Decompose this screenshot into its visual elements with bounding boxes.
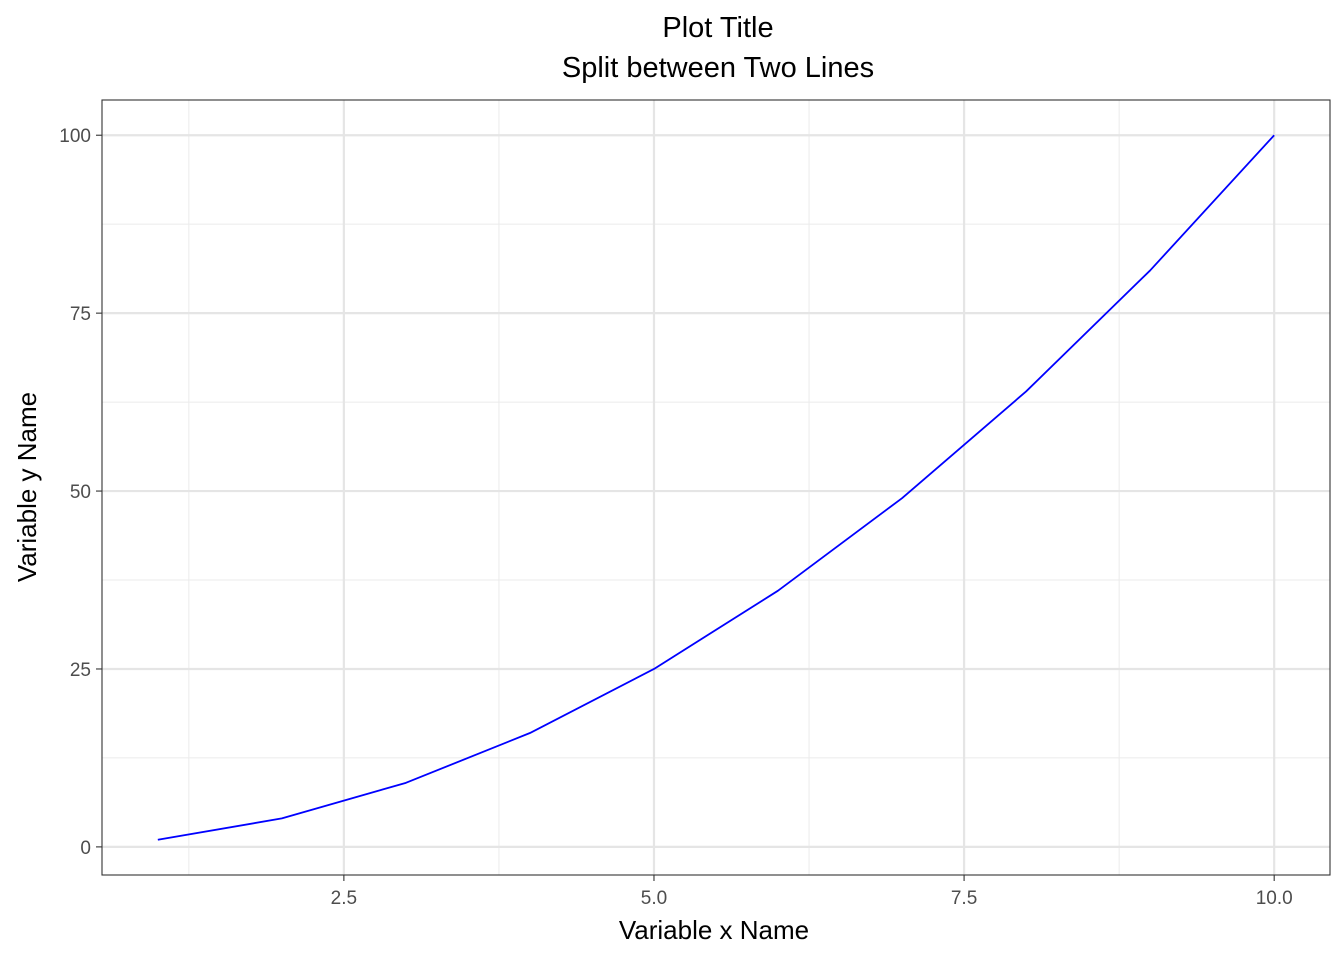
y-tick-label: 75 (70, 304, 91, 325)
panel-background (102, 100, 1330, 875)
x-axis-label: Variable x Name (619, 915, 809, 945)
series-line (157, 134, 1275, 841)
y-tick-label: 0 (80, 838, 91, 859)
x-tick-label: 5.0 (641, 888, 667, 909)
chart-subtitle: Split between Two Lines (562, 52, 874, 84)
x-tick-label: 2.5 (331, 888, 357, 909)
y-tick-label: 100 (59, 126, 91, 147)
x-axis-ticks: 2.5 5.0 7.5 10.0 (331, 875, 1293, 909)
y-tick-label: 50 (70, 482, 91, 503)
x-tick-label: 7.5 (951, 888, 977, 909)
x-tick-label: 10.0 (1256, 888, 1293, 909)
chart-title: Plot Title (662, 12, 773, 44)
y-axis-label: Variable y Name (12, 392, 42, 582)
data-series (157, 134, 1275, 841)
panel-border (101, 99, 1331, 876)
y-axis-ticks: 0 25 50 75 100 (59, 126, 102, 859)
major-gridlines (102, 100, 1330, 875)
plot-panel (102, 100, 1330, 875)
y-tick-label: 25 (70, 660, 91, 681)
